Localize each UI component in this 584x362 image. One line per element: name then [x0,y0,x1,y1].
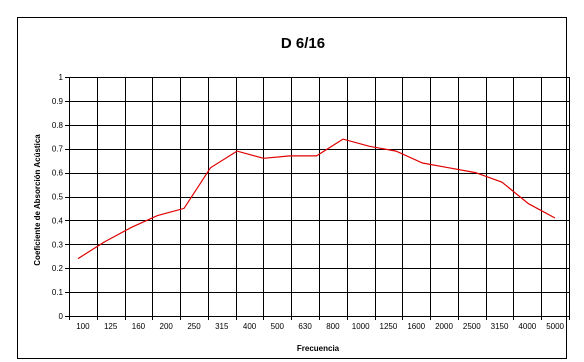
y-tick-label: 0.5 [52,193,64,202]
grid [69,77,570,317]
y-tick-label: 0.9 [52,97,64,106]
x-tick-label: 160 [132,322,146,331]
x-tick-label: 125 [104,322,118,331]
x-tick-label: 800 [326,322,340,331]
x-tick-label: 1000 [352,322,370,331]
x-tick-label: 100 [76,322,90,331]
series-line [77,138,556,260]
x-tick-label: 315 [215,322,229,331]
y-tick-label: 1 [59,73,64,82]
series [77,138,556,260]
x-tick-label: 500 [271,322,285,331]
y-tick-label: 0.2 [52,264,64,273]
x-tick-label: 5000 [546,322,564,331]
x-axis: 100 125 160 200 250 315 400 500 630 800 1000 1250 16… [69,316,570,331]
y-tick-label: 0.4 [52,216,64,225]
x-tick-label: 250 [187,322,201,331]
y-tick-label: 0.7 [52,145,64,154]
y-tick-label: 0.3 [52,240,64,249]
x-tick-label: 2500 [463,322,481,331]
x-tick-label: 200 [160,322,174,331]
x-tick-label: 2000 [435,322,453,331]
x-axis-title: Frecuencia [297,344,340,353]
y-tick-label: 0.8 [52,121,64,130]
chart-title: D 6/16 [281,35,325,52]
x-tick-label: 4000 [518,322,536,331]
x-tick-label: 630 [298,322,312,331]
x-tick-label: 400 [243,322,257,331]
x-tick-label: 3150 [491,322,509,331]
y-tick-label: 0 [59,312,64,321]
x-tick-label: 1250 [380,322,398,331]
x-tick-label: 1600 [407,322,425,331]
y-tick-label: 0.1 [52,288,64,297]
y-axis: 0 0.1 0.2 0.3 0.4 0.5 0.6 0.7 0.8 0.9 1 [52,73,69,321]
y-tick-label: 0.6 [52,169,64,178]
y-axis-title: Coeficiente de Absorción Acústica [33,134,42,266]
